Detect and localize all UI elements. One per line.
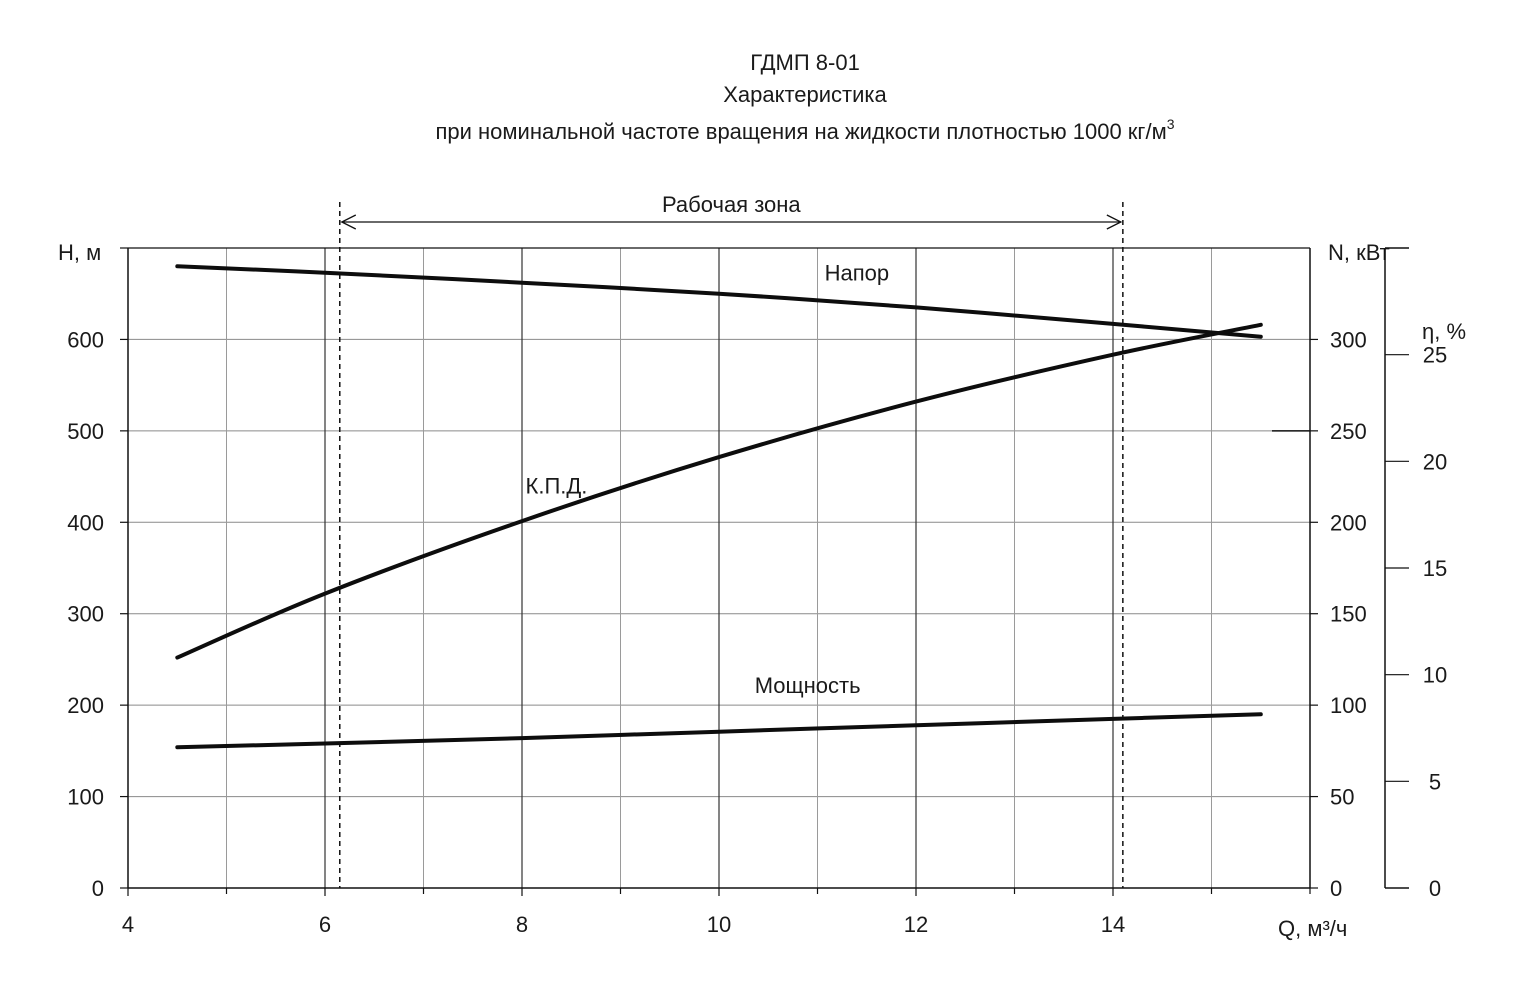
efficiency-tick-label: 25 bbox=[1423, 343, 1447, 368]
power-tick-label: 100 bbox=[1330, 693, 1367, 718]
working-zone: Рабочая зона bbox=[339, 192, 1124, 888]
efficiency-tick-label: 20 bbox=[1423, 449, 1447, 474]
working-zone-arrow-left-head bbox=[340, 214, 357, 230]
power-tick-label: 250 bbox=[1330, 419, 1367, 444]
power-tick-label: 300 bbox=[1330, 327, 1367, 352]
grid bbox=[128, 248, 1310, 888]
efficiency-tick-label: 10 bbox=[1423, 663, 1447, 688]
head-curve-label: Напор bbox=[825, 261, 890, 286]
head-axis-label: H, м bbox=[58, 240, 101, 265]
series-group bbox=[175, 264, 1263, 750]
x-tick-label: 10 bbox=[707, 912, 731, 937]
efficiency-curve bbox=[175, 322, 1263, 660]
labels-group: Напор К.П.Д. Мощность bbox=[526, 261, 890, 698]
x-tick-label: 6 bbox=[319, 912, 331, 937]
power-axis-label: N, кВт bbox=[1328, 240, 1390, 265]
power-curve-label: Мощность bbox=[755, 673, 861, 698]
x-tick-label: 4 bbox=[122, 912, 134, 937]
power-tick-label: 50 bbox=[1330, 785, 1354, 810]
head-tick-label: 0 bbox=[92, 876, 104, 901]
head-tick-label: 100 bbox=[67, 785, 104, 810]
power-tick-label: 150 bbox=[1330, 602, 1367, 627]
x-tick-label: 12 bbox=[904, 912, 928, 937]
chart-caption-superscript: 3 bbox=[1166, 116, 1175, 132]
head-tick-label: 300 bbox=[67, 602, 104, 627]
working-zone-label: Рабочая зона bbox=[662, 192, 801, 217]
power-curve bbox=[175, 712, 1263, 750]
efficiency-tick-label: 15 bbox=[1423, 556, 1447, 581]
efficiency-tick-label: 0 bbox=[1429, 876, 1441, 901]
head-tick-label: 400 bbox=[67, 510, 104, 535]
head-curve bbox=[175, 264, 1263, 339]
efficiency-curve-label: К.П.Д. bbox=[526, 474, 588, 499]
efficiency-axis-label: η, % bbox=[1422, 319, 1466, 344]
x-tick-label: 14 bbox=[1101, 912, 1125, 937]
working-zone-arrow-right-head bbox=[1106, 214, 1123, 230]
power-tick-label: 0 bbox=[1330, 876, 1342, 901]
head-tick-label: 500 bbox=[67, 419, 104, 444]
power-tick-label: 200 bbox=[1330, 510, 1367, 535]
head-tick-label: 200 bbox=[67, 693, 104, 718]
efficiency-tick-label: 5 bbox=[1429, 769, 1441, 794]
x-axis-label: Q, м³/ч bbox=[1278, 916, 1347, 941]
chart-title: ГДМП 8-01 bbox=[750, 50, 860, 75]
head-tick-label: 600 bbox=[67, 327, 104, 352]
chart-caption: при номинальной частоте вращения на жидк… bbox=[0, 116, 1520, 145]
chart-caption-text: при номинальной частоте вращения на жидк… bbox=[435, 119, 1167, 144]
x-tick-label: 8 bbox=[516, 912, 528, 937]
chart-subtitle: Характеристика bbox=[723, 82, 887, 107]
